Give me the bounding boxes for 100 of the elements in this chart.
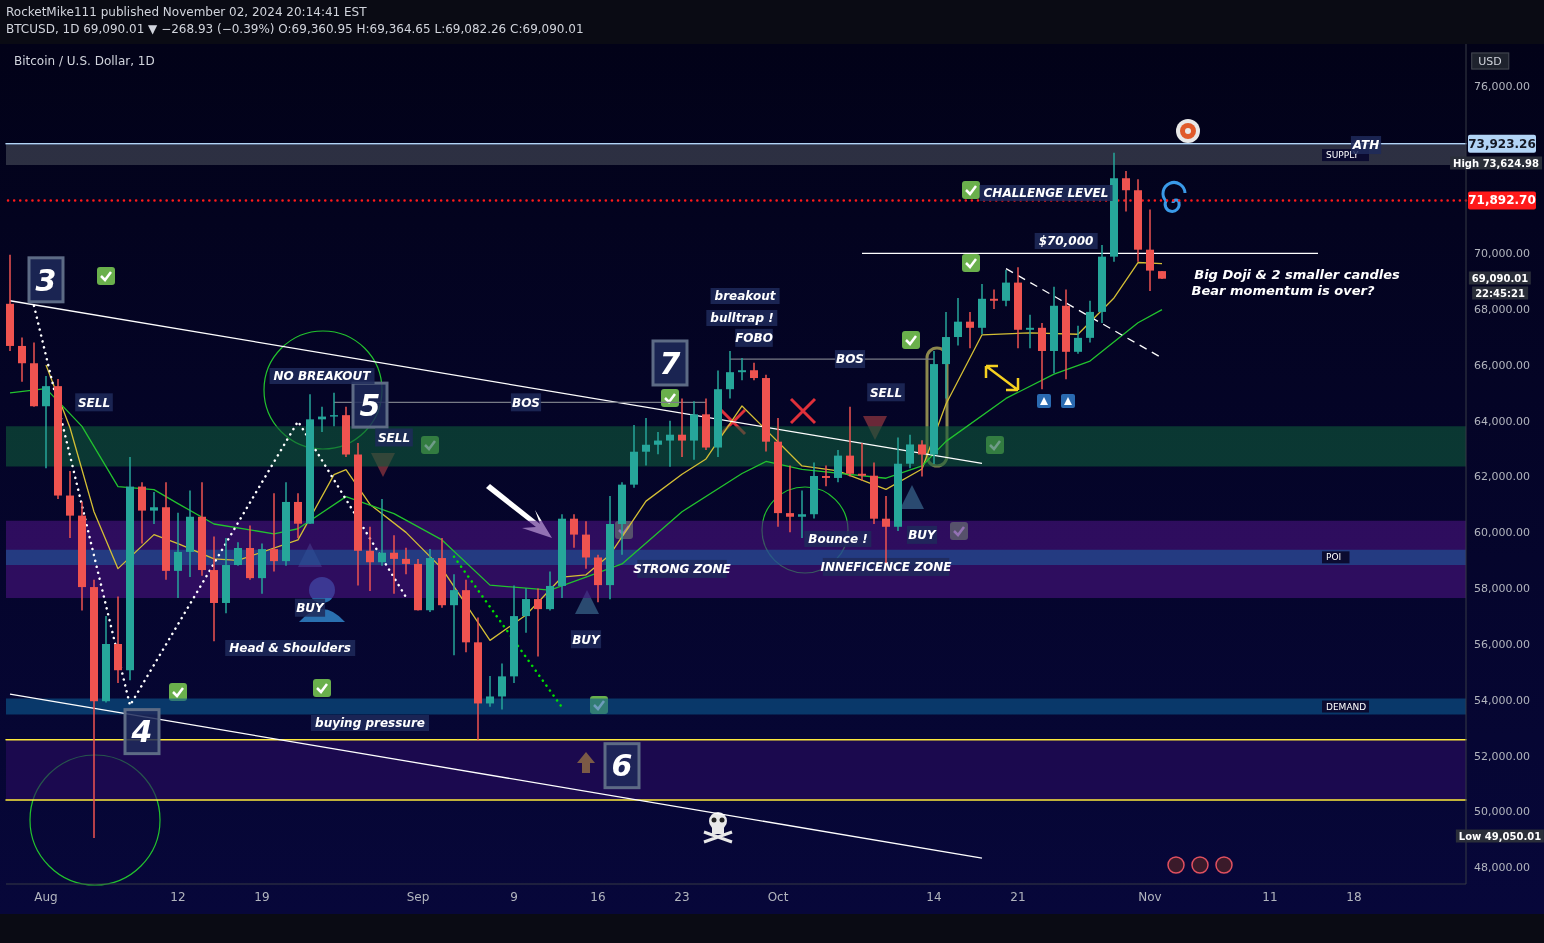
candlestick — [882, 495, 890, 564]
candlestick — [642, 417, 650, 467]
annotation: Bear momentum is over? — [1191, 282, 1375, 298]
band-label: SUPPLY — [1326, 150, 1359, 161]
y-tick-label: 54,000.00 — [1474, 693, 1530, 707]
line-series — [9, 309, 1163, 591]
candlestick — [534, 587, 542, 658]
candlestick — [498, 662, 506, 711]
candlestick — [270, 492, 278, 573]
y-tick-label: 60,000.00 — [1474, 526, 1530, 540]
candlestick — [798, 489, 806, 539]
ref-line-label: 71,892.70 — [1468, 193, 1536, 208]
annotation: 6 — [611, 748, 633, 784]
x-tick-label: Sep — [406, 889, 430, 904]
x-tick-label: Oct — [767, 889, 789, 904]
band-label: POI — [1326, 552, 1342, 563]
candlestick — [666, 419, 674, 468]
candlestick — [390, 534, 398, 595]
candlestick — [486, 675, 494, 708]
x-tick-label: Nov — [1138, 889, 1162, 904]
annotation: Low 49,050.01 — [1455, 829, 1544, 843]
candlestick — [1122, 170, 1130, 213]
x-tick-label: 9 — [510, 889, 518, 904]
annotation: High 73,624.98 — [1450, 156, 1542, 170]
candlestick — [1026, 313, 1034, 349]
candlestick — [918, 439, 926, 478]
annotation: $70,000 — [1034, 233, 1098, 249]
candlestick — [786, 464, 794, 534]
annotation: BOS — [836, 352, 864, 367]
candlestick — [42, 375, 50, 469]
candlestick — [522, 587, 530, 634]
annotation: Bounce ! — [804, 531, 872, 547]
annotation: INNEFICENCE ZONE — [820, 560, 953, 575]
candlestick — [906, 433, 914, 469]
candlestick — [450, 573, 458, 656]
y-tick-label: 56,000.00 — [1474, 637, 1530, 651]
x-tick-label: 16 — [590, 889, 606, 904]
candlestick — [678, 397, 686, 458]
text: USD — [1471, 52, 1509, 70]
x-tick-label: 21 — [1010, 889, 1026, 904]
ref-line-label: 73,923.26 — [1468, 136, 1536, 151]
band-label: DEMAND — [1326, 701, 1367, 712]
annotation: FOBO — [735, 331, 773, 346]
x-tick-label: 12 — [170, 889, 186, 904]
candlestick — [234, 541, 242, 567]
annotation: Big Doji & 2 smaller candles — [1194, 266, 1400, 282]
candlestick — [654, 431, 662, 455]
x-tick-label: 11 — [1262, 889, 1278, 904]
annotation: 4 — [130, 714, 153, 750]
annotation: NO BREAKOUT — [269, 368, 375, 384]
annotation: BUY — [572, 632, 602, 647]
candlestick — [1074, 325, 1082, 355]
y-tick-label: 64,000.00 — [1474, 414, 1530, 428]
x-tick-label: Aug — [34, 889, 58, 904]
annotation: 7 — [659, 345, 681, 381]
text: 69,090.01 — [1468, 271, 1532, 285]
candlestick — [1038, 322, 1046, 390]
text: 22:45:21 — [1472, 286, 1528, 300]
x-tick-label: 23 — [674, 889, 690, 904]
candlestick — [582, 520, 590, 570]
y-tick-label: 48,000.00 — [1474, 861, 1530, 875]
candlestick — [822, 464, 830, 488]
candlestick — [726, 350, 734, 400]
y-tick-label: 76,000.00 — [1474, 79, 1530, 93]
x-tick-label: 14 — [926, 889, 942, 904]
candlestick — [294, 492, 302, 539]
candlestick — [990, 288, 998, 310]
annotation: SELL — [377, 430, 411, 445]
candlestick — [138, 481, 146, 545]
candlestick — [966, 311, 974, 349]
annotation: CHALLENGE LEVEL — [979, 185, 1113, 201]
annotation: BUY — [908, 528, 938, 543]
candlestick — [18, 336, 26, 383]
candlestick — [402, 546, 410, 575]
candlestick — [174, 512, 182, 599]
candlestick — [738, 357, 746, 382]
candlestick — [150, 491, 158, 525]
text: BTCUSD, 1D 69,090.01 ▼ −268.93 (−0.39%) O:69,360.95 H:69,364.65 L:69,082.26 C:69,090.01 — [6, 22, 584, 36]
candlestick — [330, 392, 338, 428]
candlestick — [858, 442, 866, 482]
annotation: SELL — [77, 395, 111, 410]
annotation: ATH — [1351, 138, 1380, 153]
annotation: 3 — [35, 262, 57, 298]
y-tick-label: 66,000.00 — [1474, 358, 1530, 372]
candlestick — [570, 513, 578, 549]
annotation: Head & Shoulders — [225, 640, 355, 656]
candlestick — [1002, 269, 1010, 308]
candlestick — [546, 570, 554, 612]
candlestick — [954, 297, 962, 347]
x-tick-label: 19 — [254, 889, 270, 904]
annotation: STRONG ZONE — [633, 562, 732, 577]
y-tick-label: 50,000.00 — [1474, 805, 1530, 819]
annotation: BOS — [512, 395, 540, 410]
candlestick — [1146, 208, 1154, 292]
candlestick — [846, 406, 854, 478]
candlestick — [834, 449, 842, 483]
chart-subtitle: RocketMike111 published November 02, 2024 20:14:41 EST — [6, 5, 367, 19]
y-tick-label: 68,000.00 — [1474, 303, 1530, 317]
annotation: bulltrap ! — [706, 310, 778, 326]
candlestick — [378, 498, 386, 567]
